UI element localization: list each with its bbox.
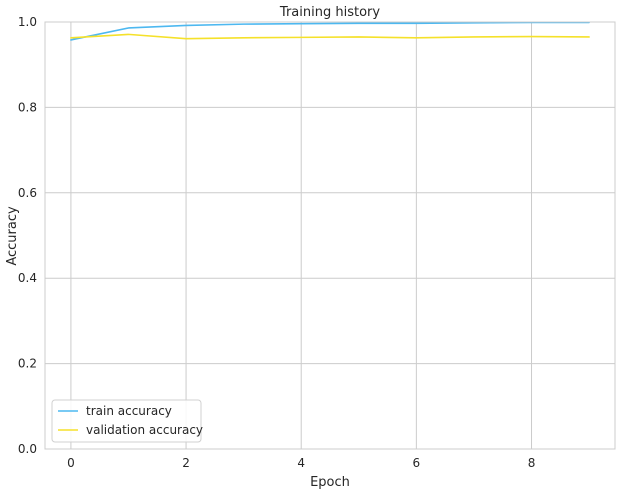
y-axis-label: Accuracy <box>5 206 20 266</box>
legend-label: train accuracy <box>86 404 172 418</box>
legend-label: validation accuracy <box>86 423 203 437</box>
y-tick-label: 0.8 <box>18 100 37 114</box>
y-tick-label: 1.0 <box>18 15 37 29</box>
x-axis-label: Epoch <box>310 475 350 490</box>
series-line-train-accuracy <box>70 21 590 41</box>
x-tick-label: 0 <box>67 456 75 470</box>
y-tick-label: 0.0 <box>18 442 37 456</box>
chart-title: Training history <box>279 5 380 20</box>
y-tick-label: 0.2 <box>18 357 37 371</box>
plot-frame <box>44 21 616 450</box>
y-tick-label: 0.4 <box>18 271 37 285</box>
x-tick-label: 4 <box>297 456 305 470</box>
plot-area: 0 2 4 6 8 0.0 0.2 0.4 0.6 0.8 1.0 <box>18 15 616 470</box>
x-tick-label: 6 <box>413 456 421 470</box>
plot-background <box>45 22 615 449</box>
legend: train accuracy validation accuracy <box>51 399 203 443</box>
y-tick-label: 0.6 <box>18 186 37 200</box>
x-tick-label: 8 <box>528 456 536 470</box>
x-tick-label: 2 <box>182 456 190 470</box>
legend-box <box>51 399 202 443</box>
series-line-validation-accuracy <box>70 33 590 40</box>
